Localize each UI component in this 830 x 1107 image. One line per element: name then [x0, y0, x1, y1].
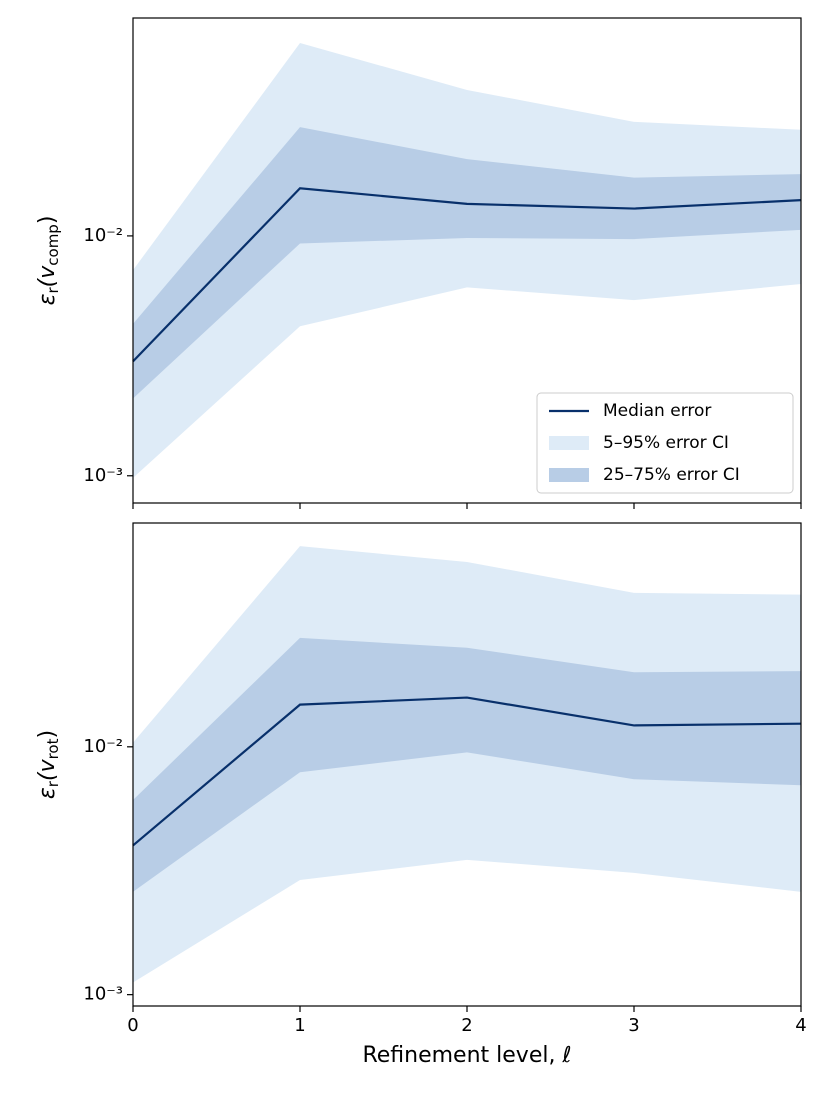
- y-label-part: ε: [35, 787, 60, 799]
- legend-swatch: [549, 436, 589, 450]
- y-tick-label: 10⁻³: [83, 984, 123, 1005]
- y-tick-label: 10⁻²: [83, 225, 123, 246]
- legend-box: [536, 392, 794, 494]
- y-label-part: (v: [35, 758, 60, 781]
- y-label-part: ε: [35, 293, 60, 305]
- legend-swatch: [549, 468, 589, 482]
- y-label-part: comp: [44, 224, 62, 266]
- legend-label: 25–75% error CI: [603, 465, 740, 485]
- median-line: [132, 696, 802, 847]
- ci-band: [133, 637, 801, 892]
- x-tick-label: 1: [294, 1015, 305, 1036]
- y-tick-label: 10⁻²: [83, 736, 123, 757]
- x-axis-label: Refinement level, ℓ: [362, 1043, 571, 1068]
- ci-band: [133, 127, 801, 399]
- y-tick-label: 10⁻³: [83, 465, 123, 486]
- y-axis-label: εr(vrot): [35, 730, 62, 799]
- y-axis-label: εr(vcomp): [35, 216, 62, 306]
- x-tick-label: 0: [127, 1015, 138, 1036]
- y-label-part: rot: [44, 738, 62, 759]
- y-label-part: (v: [35, 265, 60, 288]
- median-line: [132, 187, 802, 363]
- legend-label: Median error: [603, 401, 711, 421]
- x-tick-label: 2: [461, 1015, 472, 1036]
- x-tick-label: 3: [628, 1015, 639, 1036]
- y-label-part: ): [35, 730, 60, 739]
- y-label-part: r: [44, 287, 62, 294]
- legend-label: 5–95% error CI: [603, 433, 729, 453]
- x-tick-label: 4: [795, 1015, 806, 1036]
- y-label-part: r: [44, 780, 62, 787]
- y-label-part: ): [35, 216, 60, 225]
